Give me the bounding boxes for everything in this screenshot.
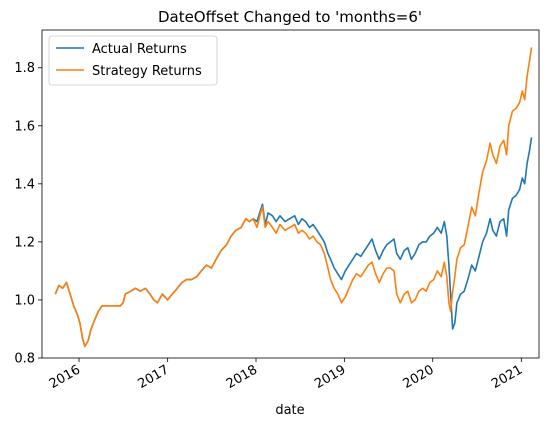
legend-label-strategy-returns: Strategy Returns <box>92 64 202 79</box>
plot-area <box>54 47 533 348</box>
y-tick-label: 1.2 <box>14 235 35 250</box>
y-tick-label: 1.0 <box>14 293 35 308</box>
y-tick-label: 0.8 <box>14 352 35 367</box>
y-tick-label: 1.6 <box>14 119 35 134</box>
series-line-strategy-returns <box>54 47 533 348</box>
legend: Actual Returns Strategy Returns <box>48 35 218 86</box>
axes-frame <box>41 29 540 359</box>
y-tick-label: 1.8 <box>14 61 35 76</box>
chart-title: DateOffset Changed to 'months=6' <box>158 8 422 26</box>
y-axis: 0.8 1.0 1.2 1.4 1.6 1.8 <box>14 61 42 367</box>
legend-label-actual-returns: Actual Returns <box>92 42 187 57</box>
legend-box <box>48 35 218 86</box>
y-tick-label: 1.4 <box>14 177 35 192</box>
x-axis-label: date <box>275 403 304 418</box>
